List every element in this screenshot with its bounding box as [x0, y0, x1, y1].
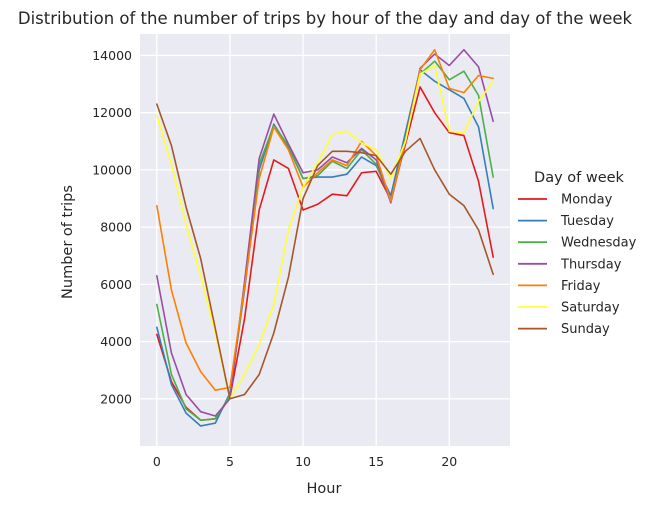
legend-label: Friday: [561, 279, 601, 294]
x-tick-label: 10: [295, 454, 311, 469]
x-axis-ticks: 0 5 10 15 20: [153, 454, 457, 469]
chart-title: Distribution of the number of trips by h…: [18, 9, 633, 28]
series-line-saturday: [156, 64, 494, 400]
legend-item-friday: Friday: [518, 279, 601, 294]
legend-item-wednesday: Wednesday: [518, 236, 637, 251]
y-tick-label: 2000: [100, 391, 132, 406]
series-line-sunday: [156, 103, 494, 400]
y-axis-ticks: 2000 4000 6000 8000 10000 12000 14000: [92, 48, 132, 406]
y-axis-label: Number of trips: [60, 185, 76, 299]
gridlines: [140, 34, 510, 446]
legend-item-thursday: Thursday: [518, 257, 622, 272]
legend-item-monday: Monday: [518, 193, 613, 208]
y-tick-label: 8000: [100, 220, 132, 235]
x-tick-label: 0: [153, 454, 161, 469]
legend-label: Tuesday: [560, 214, 614, 229]
legend-item-saturday: Saturday: [518, 301, 620, 316]
legend-item-tuesday: Tuesday: [518, 214, 614, 229]
y-tick-label: 6000: [100, 277, 132, 292]
legend-label: Saturday: [561, 301, 620, 316]
legend-title: Day of week: [534, 170, 625, 186]
y-tick-label: 12000: [92, 105, 132, 120]
legend: Day of week Monday Tuesday Wednesday Thursd…: [518, 170, 637, 337]
y-tick-label: 10000: [92, 162, 132, 177]
legend-label: Monday: [561, 193, 613, 208]
series-lines: [156, 48, 494, 427]
legend-label: Sunday: [561, 322, 610, 337]
series-line-tuesday: [156, 68, 494, 427]
x-tick-label: 5: [226, 454, 234, 469]
legend-item-sunday: Sunday: [518, 322, 610, 337]
series-line-friday: [156, 48, 494, 392]
x-tick-label: 15: [368, 454, 384, 469]
y-tick-label: 14000: [92, 48, 132, 63]
plot-area: [140, 34, 510, 446]
series-line-wednesday: [156, 60, 494, 422]
x-axis-label: Hour: [307, 481, 342, 497]
legend-label: Wednesday: [561, 236, 637, 251]
y-tick-label: 4000: [100, 334, 132, 349]
legend-label: Thursday: [560, 257, 622, 272]
x-tick-label: 20: [441, 454, 457, 469]
